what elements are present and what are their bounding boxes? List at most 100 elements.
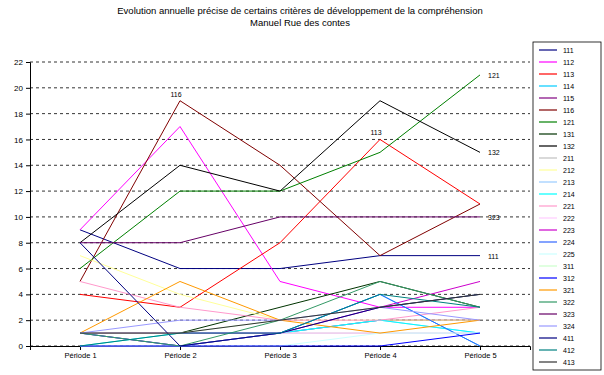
legend-label: 221 (563, 203, 575, 210)
y-tick-label: 10 (14, 213, 23, 222)
y-tick: 8 (19, 239, 30, 248)
legend-label: 322 (563, 299, 575, 306)
legend-label: 312 (563, 275, 575, 282)
legend-swatch (539, 241, 557, 242)
legend-swatch (539, 349, 557, 350)
series-line (80, 243, 480, 346)
legend-swatch (539, 73, 557, 74)
series-line (80, 256, 480, 321)
legend-label: 115 (563, 95, 574, 102)
x-tick-mark (280, 346, 281, 350)
annotation: 111 (488, 253, 499, 260)
x-tick-label: Période 3 (264, 351, 296, 360)
y-tick-label: 4 (19, 290, 24, 299)
annotation: 121 (488, 72, 500, 79)
series-line (80, 101, 480, 243)
legend-swatch (539, 301, 557, 302)
grid-line (30, 294, 530, 295)
legend-label: 324 (563, 323, 575, 330)
y-tick: 14 (14, 161, 30, 170)
x-tick-mark (480, 346, 481, 350)
x-tick-mark (80, 346, 81, 350)
series-line (80, 320, 480, 333)
y-tick-label: 2 (19, 316, 24, 325)
x-axis: Période 1 Période 2 Période 3 Période 4 Péri… (31, 346, 531, 360)
x-tick-label: Période 5 (464, 351, 496, 360)
y-tick: 2 (19, 316, 30, 325)
title: Evolution annuelle précise de certains c… (117, 5, 482, 16)
annotation: 132 (488, 149, 500, 156)
legend-swatch (539, 265, 557, 266)
y-tick-mark (26, 217, 30, 218)
series-line (80, 281, 480, 346)
series-line (80, 333, 480, 346)
legend-box (533, 42, 601, 370)
legend-swatch (539, 289, 557, 290)
legend-swatch (539, 181, 557, 182)
legend-label: 112 (563, 59, 574, 66)
legend-swatch (539, 169, 557, 170)
x-tick-mark (180, 346, 181, 350)
legend-label: 412 (563, 347, 575, 354)
y-tick-label: 8 (19, 239, 24, 248)
y-tick-label: 0 (19, 342, 24, 351)
lines (80, 75, 480, 346)
legend-label: 311 (563, 263, 574, 270)
background (0, 0, 604, 375)
y-axis-line (26, 63, 31, 347)
legend-label: 211 (563, 155, 574, 162)
legend-label: 413 (563, 359, 575, 366)
legend-label: 212 (563, 167, 575, 174)
x-tick: Période 5 (464, 346, 496, 360)
x-tick: Période 1 (64, 346, 96, 360)
y-axis: 0 2 4 6 8 10 12 14 16 18 20 22 (14, 58, 30, 351)
y-tick-label: 22 (14, 58, 23, 67)
series-line (80, 230, 480, 269)
y-tick-mark (26, 88, 30, 89)
y-tick: 6 (19, 265, 30, 274)
x-tick: Période 4 (364, 346, 396, 360)
series-line (80, 217, 480, 243)
y-tick-label: 12 (14, 187, 23, 196)
legend-label: 225 (563, 251, 575, 258)
y-tick-label: 16 (14, 136, 23, 145)
legend-label: 111 (563, 47, 574, 54)
legend-swatch (539, 205, 557, 206)
annotation: 323 (488, 214, 500, 221)
grid (30, 62, 530, 346)
series-line (80, 333, 480, 346)
y-tick-label: 20 (14, 84, 23, 93)
series-line (80, 127, 480, 308)
series-line (80, 281, 480, 333)
legend-label: 323 (563, 311, 575, 318)
y-tick-mark (26, 62, 30, 63)
legend-swatch (539, 97, 557, 98)
y-tick-mark (26, 346, 30, 347)
legend-swatch (539, 85, 557, 86)
legend-swatch (539, 61, 557, 62)
legend-label: 411 (563, 335, 574, 342)
annotation: 116 (170, 91, 181, 98)
y-tick: 18 (14, 110, 30, 119)
legend-swatch (539, 361, 557, 362)
y-tick-label: 18 (14, 110, 23, 119)
legend: 1111121131141151161211311322112122132142… (533, 42, 601, 370)
y-tick-mark (26, 243, 30, 244)
chart: Evolution annuelle précise de certains c… (0, 0, 604, 375)
x-tick: Période 3 (264, 346, 296, 360)
x-tick-mark (380, 346, 381, 350)
y-tick-mark (26, 294, 30, 295)
legend-swatch (539, 325, 557, 326)
y-tick-mark (26, 165, 30, 166)
x-tick-label: Période 2 (164, 351, 196, 360)
y-tick: 22 (14, 58, 30, 67)
legend-swatch (539, 133, 557, 134)
y-tick-mark (26, 269, 30, 270)
legend-label: 224 (563, 239, 575, 246)
legend-swatch (539, 253, 557, 254)
y-tick: 20 (14, 84, 30, 93)
series-line (80, 294, 480, 346)
y-tick-label: 14 (14, 161, 23, 170)
legend-label: 116 (563, 107, 574, 114)
legend-swatch (539, 337, 557, 338)
